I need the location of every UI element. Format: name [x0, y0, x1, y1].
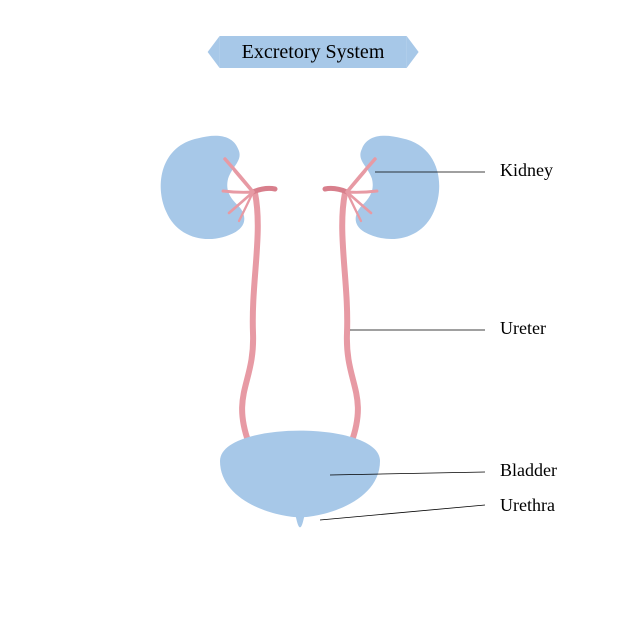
diagram-stage: Excretory System Kidney Ureter Bladder Uret… [0, 0, 626, 626]
renal-vessel-branch [223, 159, 275, 221]
bladder-shape [220, 431, 380, 518]
label-bladder: Bladder [500, 460, 557, 481]
ribbon-tail-right [406, 36, 418, 68]
renal-vessel-branch [325, 159, 377, 221]
renal-vessels [223, 159, 377, 221]
title-text: Excretory System [220, 36, 407, 68]
lead-line-bladder [330, 472, 485, 475]
diagram-svg [0, 0, 626, 626]
ureter-right [342, 193, 358, 443]
kidneys [154, 132, 446, 245]
ureter-left [242, 193, 258, 443]
lead-line-urethra [320, 505, 485, 520]
leader-lines [320, 172, 485, 520]
kidney-left [154, 132, 251, 245]
ureters [242, 193, 358, 443]
urethra [293, 505, 307, 527]
label-ureter: Ureter [500, 318, 546, 339]
bladder [220, 431, 380, 518]
urethra-shape [293, 505, 307, 527]
ribbon-tail-left [208, 36, 220, 68]
label-urethra: Urethra [500, 495, 555, 516]
label-kidney: Kidney [500, 160, 553, 181]
title-ribbon: Excretory System [208, 36, 419, 68]
kidney-right [349, 132, 446, 245]
